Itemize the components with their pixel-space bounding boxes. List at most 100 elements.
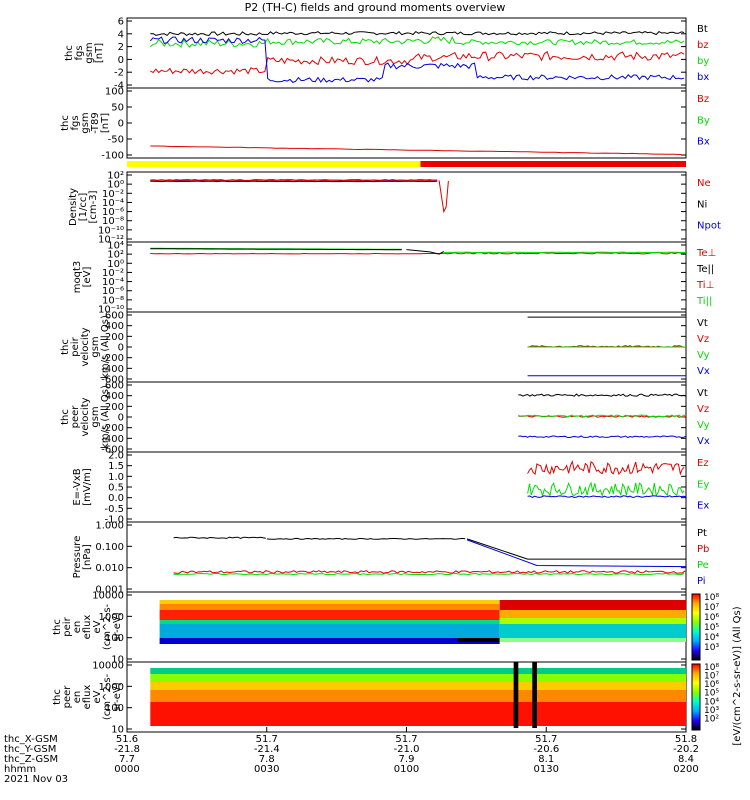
date-label: 2021 Nov 03 [4, 774, 68, 785]
legend-ez: Ez [697, 458, 709, 469]
xtick-hhmm: 0000 [114, 764, 139, 775]
ylabel-line: peer [62, 685, 73, 709]
colorbar-peir [691, 593, 701, 661]
colorbar-title: [eV/(cm^2-s-sr-eV)] (All Qs) [732, 606, 743, 745]
ylabel-line: thc [52, 619, 63, 635]
series-pb [173, 570, 686, 574]
ytick-label: 200 [105, 332, 124, 343]
ytick-label: 10² [107, 250, 124, 261]
ytick-label: -200 [101, 423, 124, 434]
legend-bx: bx [697, 72, 709, 83]
ytick-label: 10⁻¹² [98, 235, 124, 246]
legend-te: Te⊥ [696, 248, 716, 259]
series-bz [150, 51, 685, 75]
ytick-label: 10000 [92, 591, 124, 602]
ytick-label: 600 [105, 381, 124, 392]
colorbar-tick: 10³ [704, 643, 719, 653]
series-by [149, 36, 685, 48]
colorbar-tick: 10⁸ [704, 663, 719, 673]
spectrogram-cell [150, 668, 686, 674]
xtick-thcygsm: -20.6 [533, 744, 559, 755]
ytick-label: 100 [105, 87, 124, 98]
ytick-label: -4 [114, 81, 124, 92]
colorbar-tick: 10⁷ [704, 672, 719, 682]
ytick-label: 50 [111, 103, 124, 114]
ytick-label: 10⁻² [102, 189, 124, 200]
series-bt [150, 30, 685, 37]
status-bar-yellow [127, 161, 421, 167]
ytick-label: 10⁴ [107, 241, 124, 252]
ylabel-line: km/s (All Qs) [100, 385, 111, 449]
colorbar-tick: 10⁴ [704, 633, 719, 643]
ytick-label: 10 [111, 725, 124, 736]
ytick-label: -400 [101, 434, 124, 445]
ylabel-line: eflux [82, 615, 93, 640]
xrow-label: hhmm [4, 764, 36, 775]
series-te-late [443, 252, 687, 255]
ytick-label: -600 [101, 375, 124, 386]
ytick-label: 6 [118, 17, 124, 28]
ylabel-line: velocity [80, 397, 91, 436]
legend-vz: Vz [697, 334, 709, 345]
ylabel-line: -T89 [90, 112, 101, 134]
series-vy-5 [518, 414, 687, 418]
legend-pt: Pt [697, 528, 707, 539]
legend-pe: Pe [697, 560, 709, 571]
ytick-label: 10² [107, 171, 124, 182]
series-pe [173, 572, 685, 576]
ytick-label: -0.5 [104, 504, 124, 515]
ylabel-line: thc [60, 115, 71, 131]
status-bar-red [420, 161, 686, 167]
ytick-label: 10⁻⁸ [102, 295, 124, 306]
xtick-hhmm: 0030 [254, 764, 279, 775]
spectrogram-cell [159, 600, 500, 604]
ylabel-line: gsm [84, 42, 95, 63]
panel-frame-fgs-gsm [126, 17, 687, 89]
spectrogram-cell [499, 638, 686, 642]
spectrogram-cell [159, 638, 500, 644]
ylabel-line: Density [68, 188, 79, 226]
spectrogram-cell [159, 604, 500, 610]
ytick-label: 400 [105, 391, 124, 402]
spectrogram-cell [159, 620, 500, 624]
ytick-label: 0.001 [95, 585, 124, 596]
ytick-label: 1000 [99, 682, 124, 693]
ytick-label: 10 [111, 655, 124, 666]
ylabel-line: en [72, 621, 83, 634]
legend-ti: Ti|| [696, 296, 712, 307]
colorbar-tick: 10⁶ [704, 613, 719, 623]
xtick-thczgsm: 8.1 [538, 754, 554, 765]
ylabel-line: peir [70, 336, 81, 356]
colorbar-tick: 10⁶ [704, 680, 719, 690]
ytick-label: 1.000 [95, 521, 124, 532]
legend-ni: Ni [697, 199, 707, 210]
ylabel-line: velocity [80, 327, 91, 366]
ytick-label: 10⁻⁸ [102, 216, 124, 227]
spectrogram-cell [159, 624, 500, 638]
legend-vy: Vy [697, 350, 710, 361]
series-pi [466, 539, 687, 568]
ylabel-line: fgs [74, 45, 85, 60]
panel-frame-density [126, 171, 687, 243]
xtick-hhmm: 0100 [394, 764, 419, 775]
ylabel-line: thc [52, 689, 63, 705]
xtick-thczgsm: 8.4 [678, 754, 694, 765]
ytick-label: 0 [118, 55, 124, 66]
xtick-thczgsm: 7.9 [399, 754, 415, 765]
colorbar-tick: 10⁷ [704, 603, 719, 613]
legend-npot: Npot [697, 221, 721, 232]
spectrogram-cell [499, 624, 686, 638]
legend-by: by [697, 56, 709, 67]
xtick-thcygsm: -21.0 [394, 744, 420, 755]
ytick-label: -600 [101, 445, 124, 456]
ytick-label: -100 [101, 151, 124, 162]
spectrogram-cell [150, 690, 686, 702]
ytick-label: 10⁻⁴ [102, 198, 124, 209]
legend-te: Te|| [696, 264, 714, 275]
ylabel-line: en [72, 691, 83, 704]
ytick-label: 10⁻¹⁰ [98, 305, 124, 316]
colorbar-tick: 10³ [704, 706, 719, 716]
ytick-label: 10⁻⁶ [102, 207, 124, 218]
ytick-label: 0.0 [108, 493, 124, 504]
ylabel-line: thc [64, 45, 75, 61]
